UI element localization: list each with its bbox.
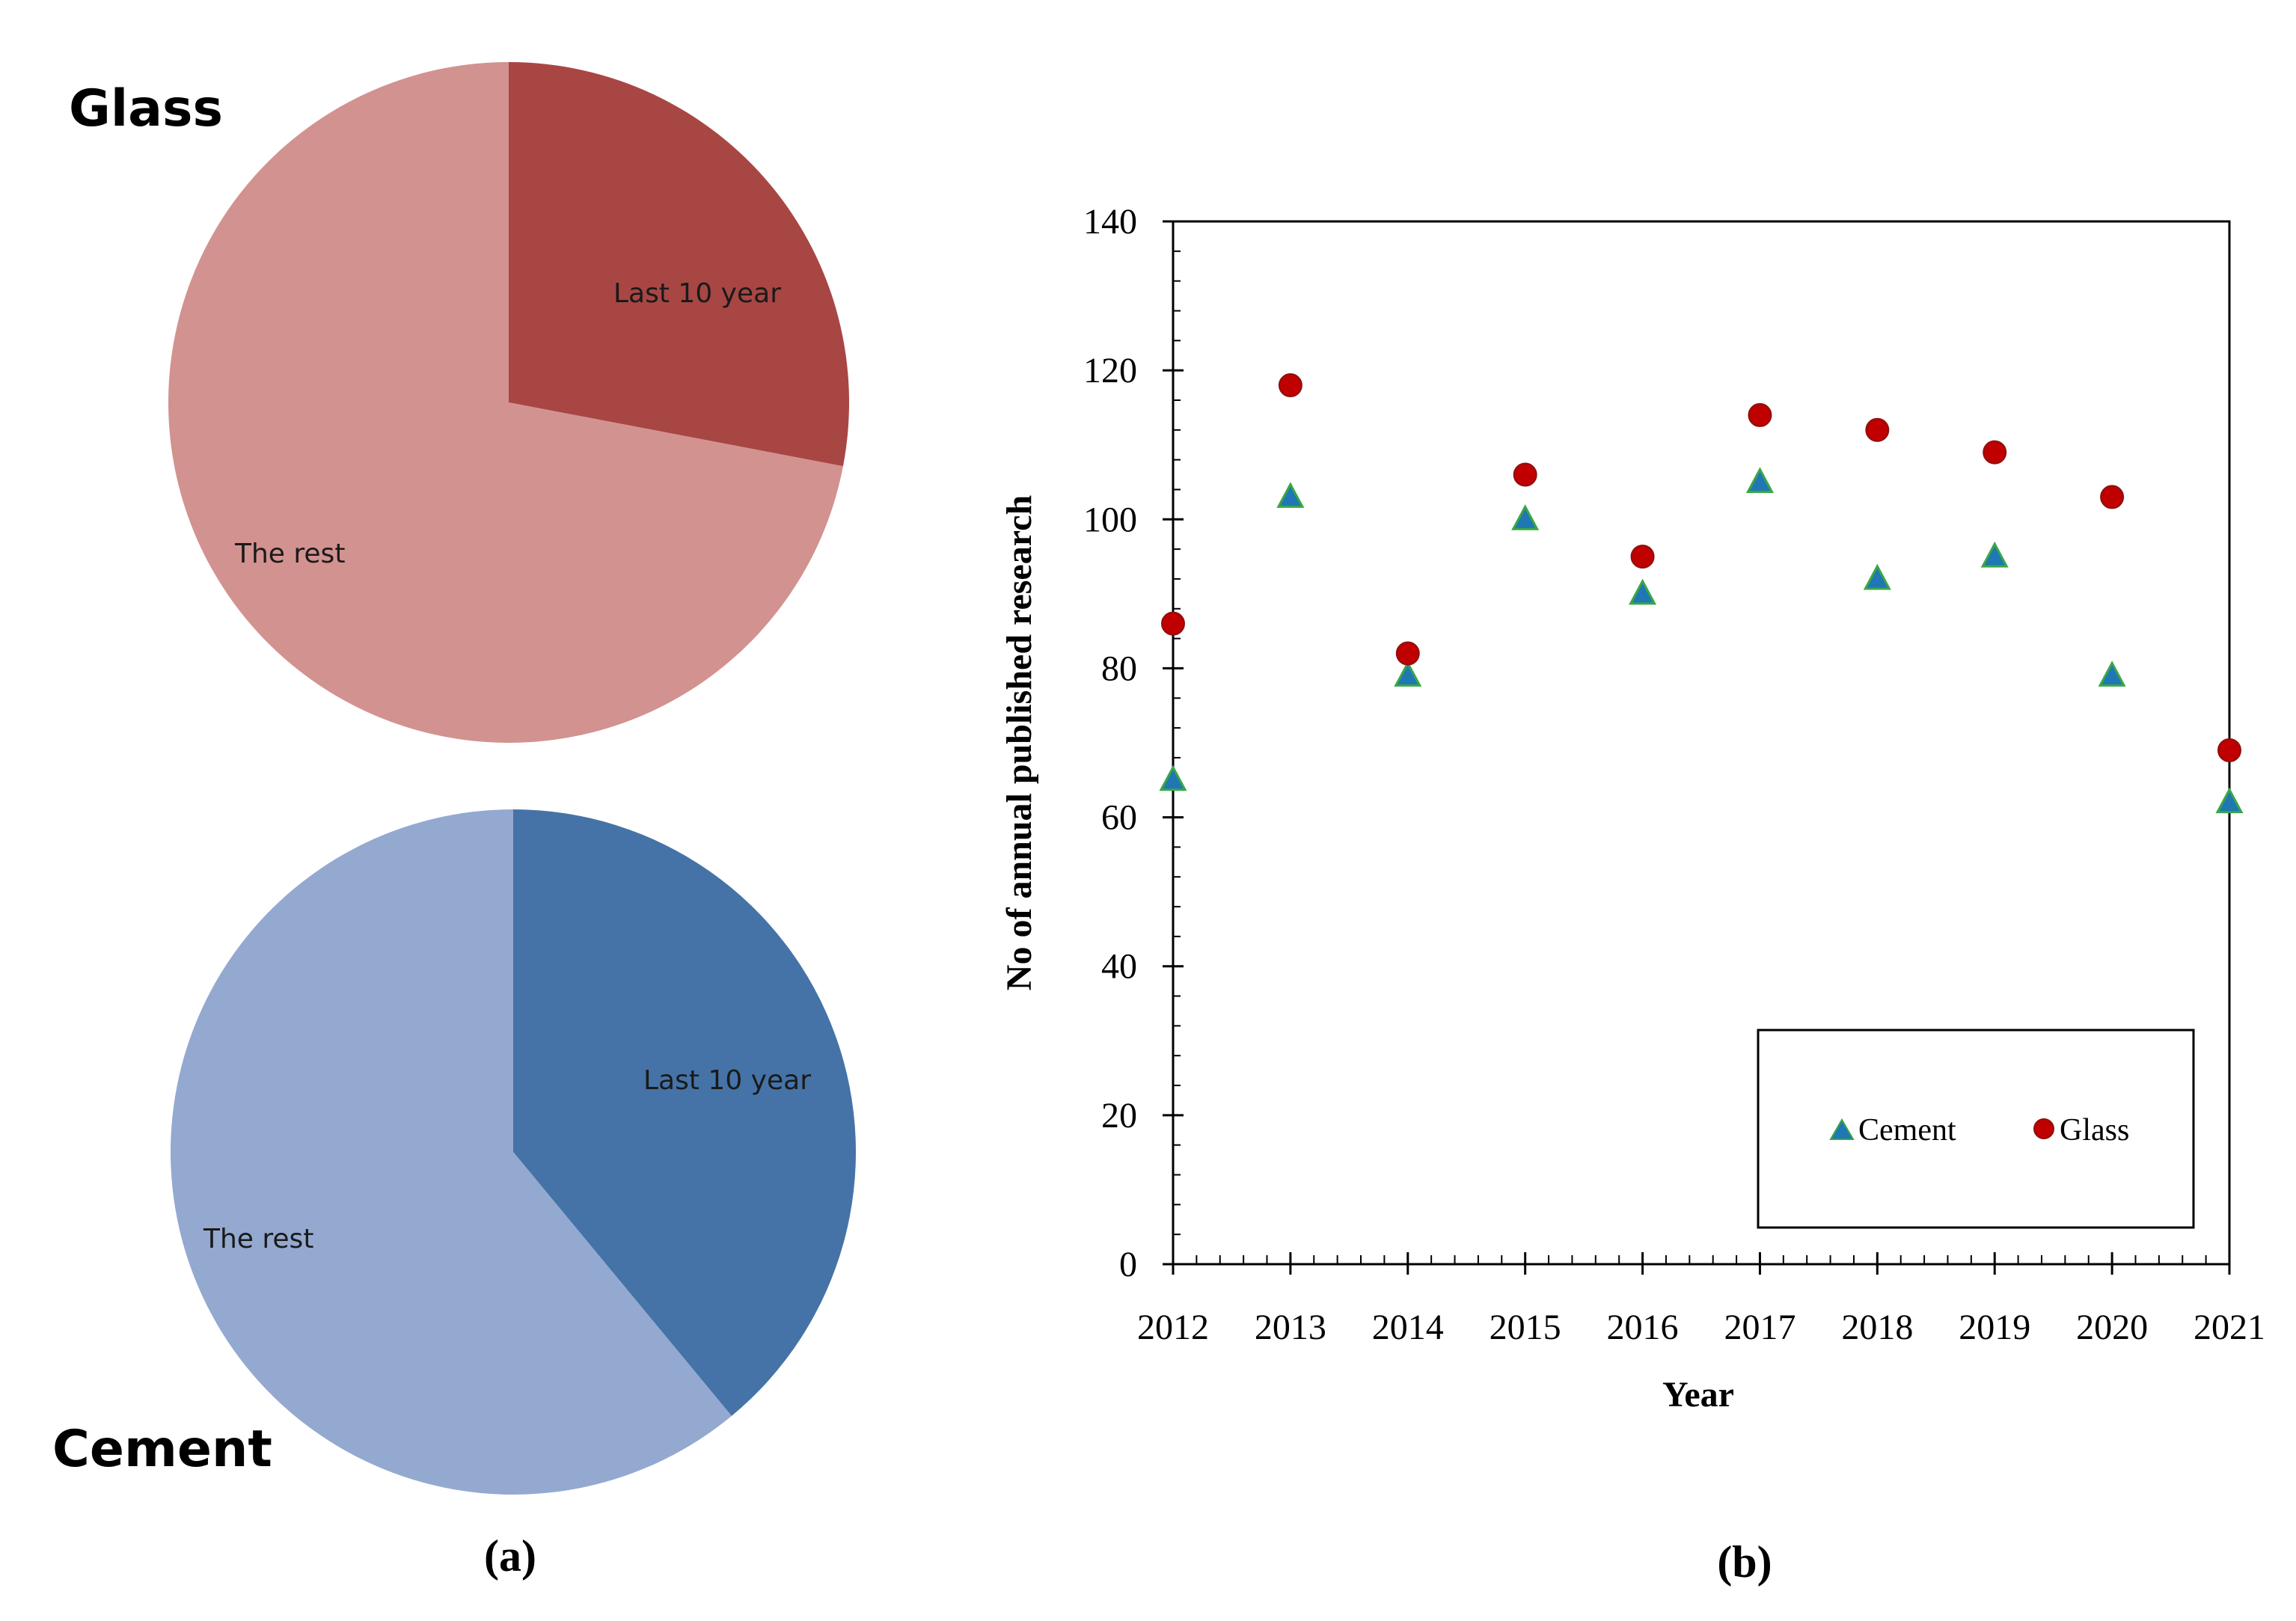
- x-tick-label: 2020: [2076, 1308, 2148, 1347]
- y-tick-label: 20: [1101, 1096, 1137, 1136]
- pie-slice-label: The rest: [203, 1224, 313, 1254]
- cement-point: [1394, 661, 1422, 687]
- glass-point: [1630, 545, 1655, 569]
- y-tick-label: 140: [1083, 202, 1137, 242]
- cement-point: [1863, 563, 1891, 590]
- glass-pie-title: Glass: [69, 79, 223, 138]
- y-tick-label: 120: [1083, 351, 1137, 390]
- glass-point: [1513, 462, 1537, 487]
- y-tick-label: 40: [1101, 947, 1137, 987]
- glass-point: [1983, 440, 2007, 465]
- panel-label-b: (b): [1717, 1537, 1772, 1587]
- glass-point: [1395, 641, 1420, 666]
- x-tick-label: 2019: [1959, 1308, 2030, 1347]
- x-tick-label: 2014: [1372, 1308, 1444, 1347]
- glass-point: [1161, 611, 1185, 636]
- legend-glass-label: Glass: [2060, 1113, 2129, 1147]
- glass-pie-chart: Last 10 year The rest: [168, 62, 849, 743]
- glass-point: [1278, 373, 1302, 398]
- y-tick-label: 80: [1101, 649, 1137, 688]
- data-markers: [1159, 373, 2244, 814]
- glass-point: [2217, 738, 2241, 762]
- cement-point: [1980, 541, 2009, 568]
- cement-point: [2098, 661, 2126, 687]
- y-tick-label: 60: [1101, 798, 1137, 838]
- pie-slice-the-rest: [170, 809, 732, 1495]
- x-tick-label: 2016: [1607, 1308, 1679, 1347]
- cement-point: [1276, 482, 1305, 508]
- y-tick-label: 100: [1083, 500, 1137, 539]
- cement-pie-title: Cement: [52, 1420, 272, 1479]
- pie-slice-label: Last 10 year: [643, 1065, 811, 1096]
- x-axis: 2012 2013 2014 2015 2016 2017 2018 2019 2020 2021: [1137, 1252, 2265, 1347]
- x-tick-label: 2013: [1255, 1308, 1326, 1347]
- glass-point: [1865, 417, 1890, 442]
- x-axis-title: Year: [1662, 1375, 1734, 1415]
- legend: Cement Glass: [1757, 1029, 2195, 1229]
- y-axis-title: No of annual published research: [999, 495, 1039, 990]
- legend-cement-marker: [1829, 1118, 1855, 1140]
- x-tick-label: 2015: [1490, 1308, 1561, 1347]
- pie-slice-label: The rest: [234, 539, 345, 569]
- pie-slice-last-10-year: [513, 809, 856, 1416]
- glass-point: [1748, 402, 1772, 427]
- pie-slice-the-rest: [168, 62, 843, 743]
- cement-pie-chart: Last 10 year The rest: [170, 809, 856, 1495]
- y-tick-label: 0: [1119, 1245, 1137, 1284]
- cement-point: [1629, 578, 1657, 605]
- y-axis: 0 20 40 60 80 100 120 140: [1083, 202, 1184, 1284]
- legend-cement-label: Cement: [1858, 1113, 1956, 1147]
- cement-point: [1159, 764, 1187, 791]
- cement-point: [1745, 467, 1774, 493]
- cement-point: [1511, 504, 1540, 530]
- legend-glass-marker: [2033, 1118, 2054, 1139]
- x-tick-label: 2021: [2194, 1308, 2265, 1347]
- legend-box: [1757, 1029, 2195, 1229]
- x-tick-label: 2012: [1137, 1308, 1209, 1347]
- x-tick-label: 2018: [1841, 1308, 1913, 1347]
- glass-point: [2100, 485, 2125, 509]
- pie-slice-last-10-year: [509, 62, 849, 467]
- x-tick-label: 2017: [1724, 1308, 1796, 1347]
- pie-slice-label: Last 10 year: [613, 278, 781, 309]
- cement-point: [2215, 787, 2244, 814]
- panel-label-a: (a): [484, 1531, 536, 1581]
